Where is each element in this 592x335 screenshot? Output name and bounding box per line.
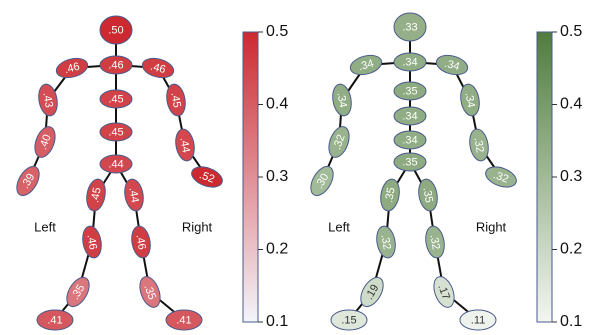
colorbar-tick-label: 0.4: [560, 96, 582, 113]
colorbar-tick-label: 0.3: [266, 168, 288, 185]
colorbar-tick-label: 0.5: [560, 23, 582, 40]
joint: .45: [100, 90, 132, 108]
joint: .34: [394, 107, 426, 125]
joint: .32: [374, 225, 397, 260]
joint: .46: [100, 56, 132, 74]
joint-label: .46: [108, 59, 123, 71]
left-label: Left: [34, 219, 56, 234]
joint-label: .50: [108, 24, 123, 36]
joint: .34: [434, 52, 470, 78]
joint: .34: [458, 83, 481, 118]
joint-label: .15: [341, 314, 356, 326]
joint: .32: [483, 163, 519, 191]
page: {"chart_data": [ {"type": "skeleton", "c…: [0, 0, 592, 335]
joint: .45: [100, 123, 132, 141]
colorbar-tick-label: 0.2: [266, 241, 288, 258]
joint: .15: [331, 310, 367, 330]
joint-label: .34: [402, 134, 417, 146]
colorbar: [537, 32, 552, 322]
joint: .17: [430, 274, 458, 310]
colorbar-tick-label: 0.1: [560, 313, 582, 330]
joint: .34: [394, 131, 426, 149]
joint: .35: [394, 82, 426, 100]
joint-label: .35: [402, 85, 417, 97]
joint-label: .41: [176, 314, 191, 326]
joint-label: .34: [402, 56, 417, 68]
joint-label: .11: [471, 314, 485, 326]
joint: .30: [306, 163, 338, 200]
joint: .35: [136, 274, 164, 310]
joint-label: .45: [108, 93, 123, 105]
joint: .35: [416, 178, 439, 213]
joint: .39: [12, 163, 44, 200]
joint: .41: [166, 310, 202, 330]
joint-label: .34: [402, 110, 417, 122]
joint: .50: [100, 16, 132, 44]
colorbar-tick-label: 0.1: [266, 313, 288, 330]
joint: .32: [325, 124, 353, 160]
joint: .52: [189, 163, 225, 191]
colorbar-tick-label: 0.2: [560, 241, 582, 258]
joint-label: .44: [108, 158, 123, 170]
joint: .46: [140, 55, 176, 81]
joint-label: .45: [108, 126, 123, 138]
joint-label: .35: [402, 156, 417, 168]
joint: .41: [37, 310, 73, 330]
colorbar: [243, 32, 258, 322]
figure: .50.46.46.46.43.40.39.45.44.52.45.45.44.…: [0, 0, 592, 335]
joint: .34: [348, 52, 384, 78]
joint-label: .41: [47, 314, 62, 326]
joint: .33: [394, 13, 426, 41]
colorbar-tick-label: 0.5: [266, 23, 288, 40]
colorbar-tick-label: 0.4: [266, 96, 288, 113]
joint: .11: [460, 310, 496, 330]
joint: .45: [164, 83, 187, 118]
joint: .46: [80, 225, 103, 260]
joint: .46: [54, 55, 90, 81]
joint: .46: [129, 225, 152, 260]
left-label: Left: [328, 219, 350, 234]
joint: .34: [394, 53, 426, 71]
right-label: Right: [476, 219, 507, 234]
joint: .44: [100, 155, 132, 173]
joint: .35: [394, 153, 426, 171]
colorbar-tick-label: 0.3: [560, 168, 582, 185]
right-label: Right: [182, 219, 213, 234]
joint: .32: [423, 225, 446, 260]
joint: .40: [31, 124, 59, 160]
joint-label: .33: [402, 21, 417, 33]
